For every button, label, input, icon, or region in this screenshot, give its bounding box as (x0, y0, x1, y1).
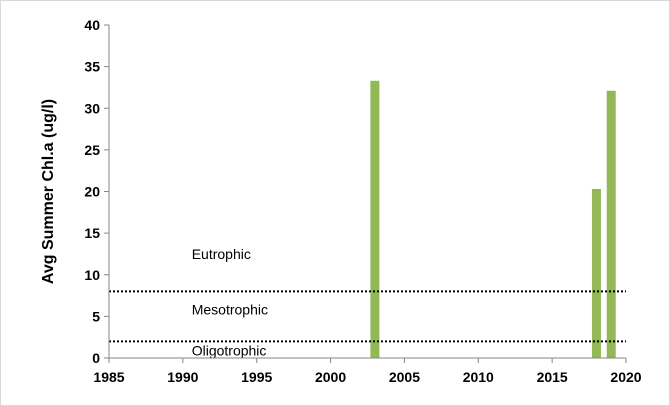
y-tick-label: 30 (84, 100, 100, 116)
x-tick-label: 2020 (610, 369, 641, 385)
x-axis-ticks: 1985 1990 1995 2000 2005 2010 2015 2020 (93, 358, 642, 385)
y-tick-label: 40 (84, 17, 100, 33)
x-tick-label: 1990 (167, 369, 198, 385)
x-tick-label: 1995 (241, 369, 272, 385)
x-tick-label: 2015 (537, 369, 568, 385)
x-tick-label: 2000 (315, 369, 346, 385)
y-tick-label: 15 (84, 225, 100, 241)
reference-lines (109, 290, 626, 343)
bar-2018 (591, 189, 601, 358)
zone-label-eutrophic: Eutrophic (192, 246, 251, 262)
y-tick-label: 5 (92, 308, 100, 324)
bar-2019 (606, 90, 616, 358)
zone-annotations: Eutrophic Mesotrophic Oligotrophic (192, 246, 268, 359)
x-tick-label: 2010 (463, 369, 494, 385)
y-tick-label: 10 (84, 267, 100, 283)
bars (370, 80, 616, 358)
y-tick-label: 35 (84, 59, 100, 75)
zone-label-oligotrophic: Oligotrophic (192, 343, 267, 359)
y-tick-label: 0 (92, 350, 100, 366)
x-tick-label: 2005 (389, 369, 420, 385)
zone-label-mesotrophic: Mesotrophic (192, 302, 268, 318)
y-axis-ticks: 0 5 10 15 20 25 30 35 40 (84, 17, 109, 366)
bar-2003 (370, 80, 380, 358)
y-tick-label: 25 (84, 142, 100, 158)
y-axis-title: Avg Summer Chl.a (ug/l) (40, 99, 57, 284)
x-tick-label: 1985 (93, 369, 124, 385)
y-tick-label: 20 (84, 184, 100, 200)
